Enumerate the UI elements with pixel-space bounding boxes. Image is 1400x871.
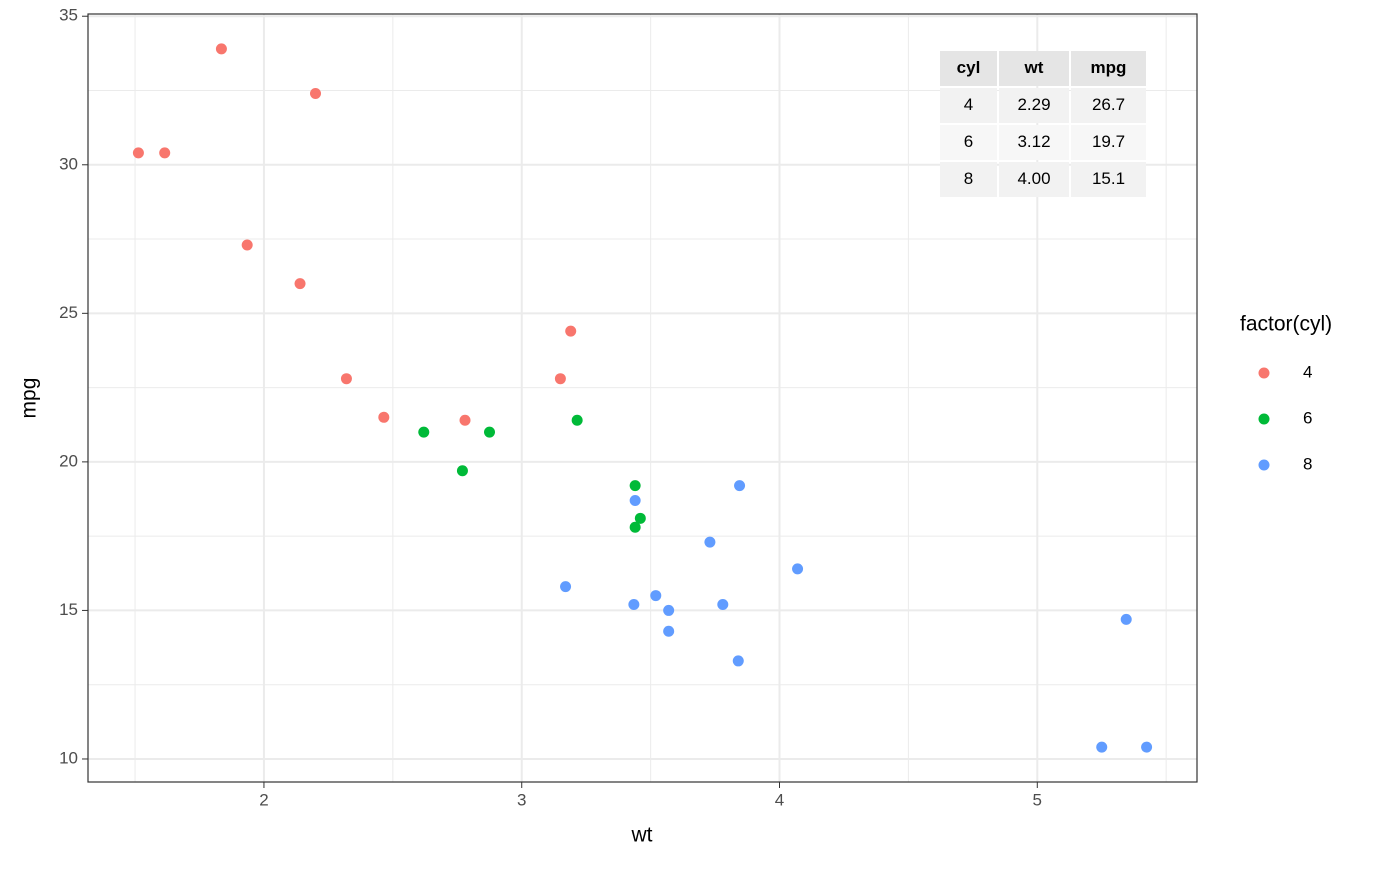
point — [554, 373, 566, 385]
table-value: 4.00 — [1017, 169, 1050, 188]
table-cell — [999, 162, 1069, 197]
y-tick-label: 10 — [59, 748, 78, 767]
legend-label: 8 — [1303, 454, 1312, 473]
table-header-cell — [999, 51, 1069, 86]
point — [310, 87, 322, 99]
y-tick-label: 20 — [59, 451, 78, 470]
x-tick-label: 2 — [259, 790, 268, 809]
table-value: 15.1 — [1092, 169, 1125, 188]
table-header: wt — [1024, 58, 1044, 77]
table-header-cell — [1071, 51, 1146, 86]
table-cell — [1071, 88, 1146, 123]
point — [1141, 741, 1153, 753]
x-tick-label: 3 — [517, 790, 526, 809]
point — [663, 625, 675, 637]
table-value: 6 — [964, 132, 973, 151]
point — [650, 590, 662, 602]
point — [629, 521, 641, 533]
point — [571, 414, 583, 426]
table-cell — [940, 125, 997, 160]
point — [663, 604, 675, 616]
point — [734, 480, 746, 492]
legend-key — [1258, 459, 1270, 471]
table-cell — [999, 125, 1069, 160]
point — [1096, 741, 1108, 753]
x-tick-label: 4 — [775, 790, 784, 809]
y-axis-title: mpg — [18, 378, 41, 419]
table-value: 4 — [964, 95, 973, 114]
point — [717, 598, 729, 610]
point — [565, 325, 577, 337]
point — [418, 426, 430, 438]
table-cell — [1071, 125, 1146, 160]
legend-key — [1258, 367, 1270, 379]
y-tick-label: 35 — [59, 6, 78, 25]
legend-key — [1258, 413, 1270, 425]
table-value: 8 — [964, 169, 973, 188]
point — [159, 147, 171, 159]
point — [628, 598, 640, 610]
legend-label: 6 — [1303, 408, 1312, 427]
table-cell — [940, 88, 997, 123]
legend-title: factor(cyl) — [1240, 313, 1332, 336]
table-cell — [1071, 162, 1146, 197]
point — [792, 563, 804, 575]
point — [456, 465, 468, 477]
table-header: cyl — [957, 58, 981, 77]
point — [704, 536, 716, 548]
y-tick-label: 25 — [59, 303, 78, 322]
legend-label: 4 — [1303, 362, 1312, 381]
y-tick-label: 15 — [59, 600, 78, 619]
point — [378, 411, 390, 423]
point — [629, 480, 641, 492]
point — [241, 239, 253, 251]
point — [215, 43, 227, 55]
point — [484, 426, 496, 438]
table-header-cell — [940, 51, 997, 86]
table-value: 3.12 — [1017, 132, 1050, 151]
point — [459, 414, 471, 426]
table-value: 19.7 — [1092, 132, 1125, 151]
x-tick-label: 5 — [1033, 790, 1042, 809]
panel-border — [87, 13, 1198, 783]
y-tick-label: 30 — [59, 154, 78, 173]
table-cell — [999, 88, 1069, 123]
table-cell — [940, 162, 997, 197]
x-axis-title: wt — [631, 824, 653, 847]
table-header: mpg — [1091, 58, 1127, 77]
point — [132, 147, 144, 159]
point — [340, 373, 352, 385]
point — [560, 581, 572, 593]
point — [1120, 613, 1132, 625]
point — [732, 655, 744, 667]
table-value: 2.29 — [1017, 95, 1050, 114]
table-value: 26.7 — [1092, 95, 1125, 114]
point — [294, 278, 306, 290]
point — [629, 494, 641, 506]
point — [634, 512, 646, 524]
